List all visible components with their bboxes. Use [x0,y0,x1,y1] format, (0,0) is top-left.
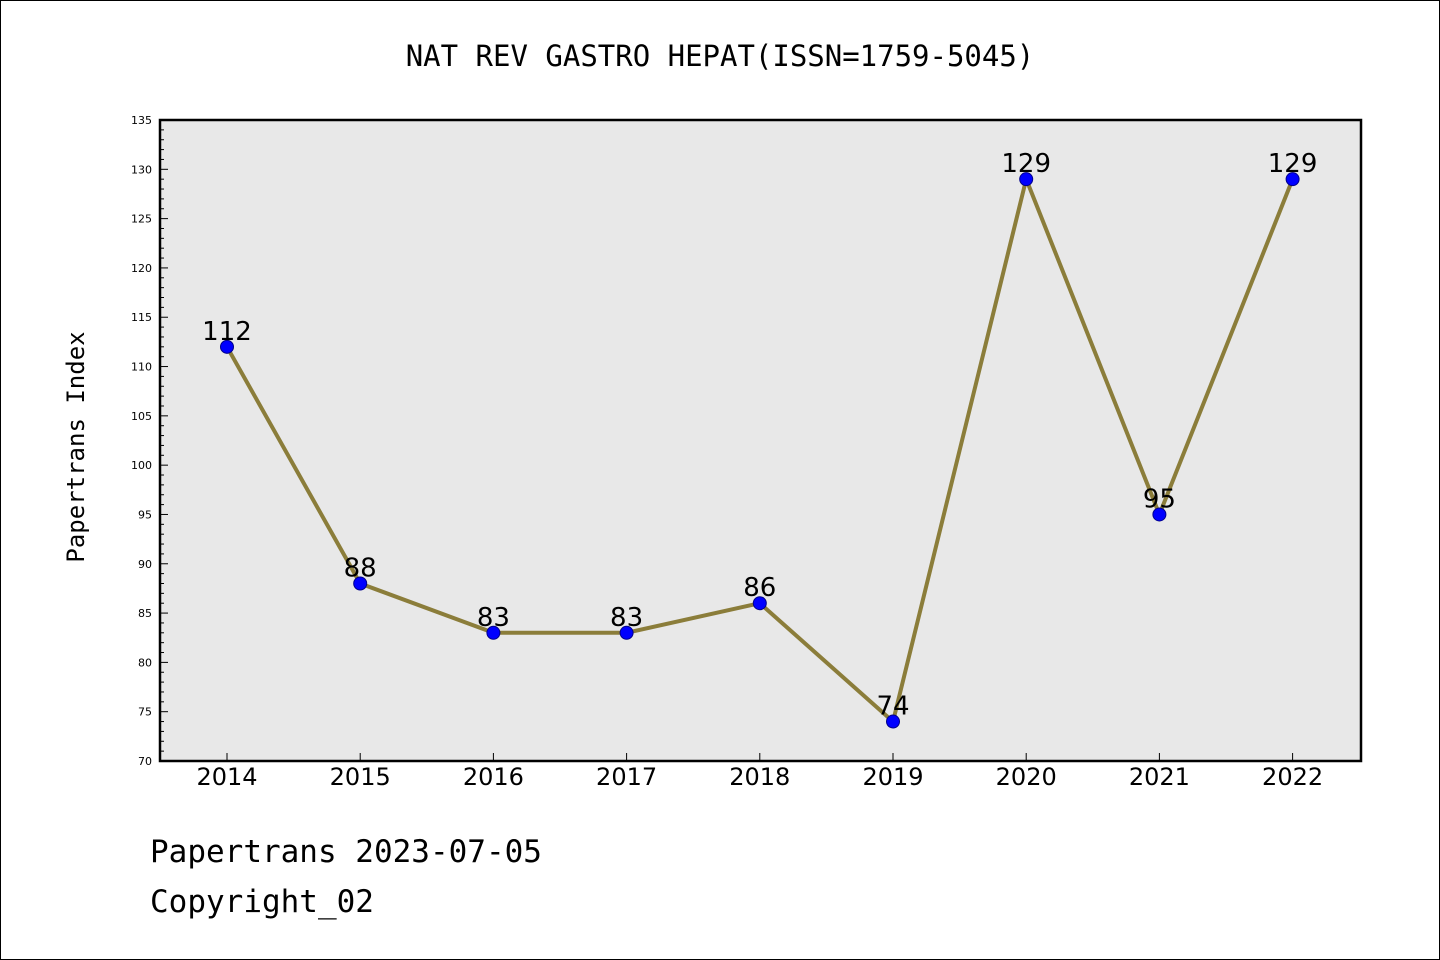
data-value-label: 83 [477,603,510,633]
data-point [752,596,767,611]
series-line-segment [1157,177,1295,517]
data-point [619,625,634,640]
series-line-segment [757,601,895,724]
x-axis: 2014 2015 2016 2017 2018 2019 2020 2021 2022 [196,753,1323,791]
data-point [353,576,368,591]
x-tick-label: 2022 [1262,763,1323,791]
data-value-label: 129 [1268,149,1318,179]
y-axis-label: Papertrans Index [62,331,90,562]
data-value-label: 74 [876,692,909,722]
data-point [1285,172,1300,187]
marker-group [220,172,1300,729]
y-tick-label: 105 [131,410,152,423]
y-tick-label: 135 [131,114,152,127]
x-tick-label: 2019 [862,763,923,791]
data-value-label: 88 [344,553,377,583]
y-axis: 70 75 80 85 90 95 100 105 110 115 120 125 130 135 [131,114,168,768]
data-value-label: 112 [202,317,252,347]
y-tick-label: 75 [138,706,152,719]
data-point [486,625,501,640]
series-line-segment [225,344,363,586]
data-point [1152,507,1167,522]
y-tick-label: 85 [138,607,152,620]
series-line-segment [358,581,496,635]
y-tick-label: 100 [131,459,152,472]
x-tick-label: 2015 [330,763,391,791]
data-point [220,339,234,354]
data-value-label: 129 [1001,149,1051,179]
series-line-segment [891,177,1029,724]
y-tick-label: 115 [131,311,152,324]
data-value-label: 86 [743,573,776,603]
y-tick-label: 120 [131,262,152,275]
footer-date-text: Papertrans 2023-07-05 [150,834,542,870]
y-tick-label: 70 [138,755,152,768]
y-tick-label: 80 [138,656,152,669]
data-point [886,714,900,729]
x-tick-label: 2016 [463,763,524,791]
chart-title: NAT REV GASTRO HEPAT(ISSN=1759-5045) [406,39,1035,73]
y-tick-label: 110 [131,361,152,374]
x-tick-label: 2018 [729,763,790,791]
footer-copyright-text: Copyright_02 [150,884,374,920]
plot-border [158,118,1363,763]
x-tick-label: 2017 [596,763,657,791]
data-value-label: 83 [610,603,643,633]
x-tick-label: 2021 [1129,763,1190,791]
y-tick-label: 90 [138,558,152,571]
y-tick-label: 130 [131,163,152,176]
data-point [1019,172,1034,187]
data-value-label: 95 [1143,484,1176,514]
series-line-segment [624,601,762,635]
x-tick-label: 2020 [996,763,1057,791]
series-line-segment [1024,177,1162,517]
y-tick-label: 95 [138,508,152,521]
plot-area [160,120,1361,761]
y-tick-label: 125 [131,213,152,226]
x-tick-label: 2014 [196,763,257,791]
data-label-group: 112 88 83 83 86 74 129 95 129 [202,149,1317,721]
series-line-group [225,177,1295,724]
